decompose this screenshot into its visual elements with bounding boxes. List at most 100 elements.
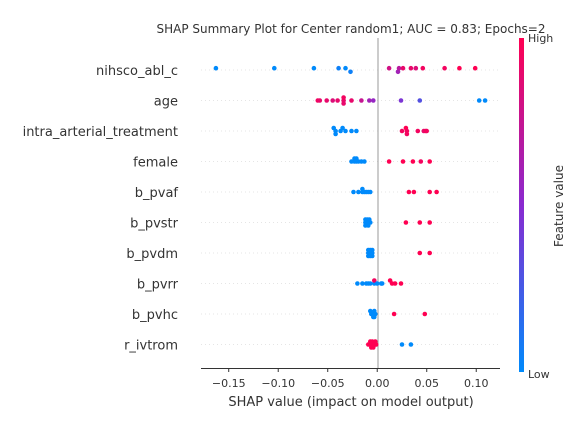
x-tick-label: 0.00: [365, 377, 390, 390]
shap-point: [330, 98, 336, 103]
shap-point: [400, 159, 406, 164]
shap-point: [398, 281, 404, 286]
chart-title: SHAP Summary Plot for Center random1; AU…: [156, 22, 545, 36]
shap-point: [341, 101, 346, 106]
x-tick-label: −0.05: [311, 377, 345, 390]
shap-point: [403, 220, 409, 225]
shap-point: [472, 65, 478, 71]
shap-point: [272, 65, 277, 71]
feature-label: r_ivtrom: [124, 339, 178, 354]
shap-point: [362, 159, 367, 164]
shap-point: [354, 128, 359, 134]
shap-point: [386, 65, 392, 71]
shap-point: [351, 189, 356, 195]
points-layer: [213, 65, 488, 350]
shap-point: [417, 220, 423, 225]
shap-point: [371, 98, 376, 103]
shap-point: [410, 159, 416, 164]
shap-point: [391, 311, 397, 317]
feature-label: nihsco_abl_c: [96, 64, 178, 79]
shap-point: [424, 128, 430, 134]
shap-point: [411, 189, 417, 195]
shap-point: [359, 98, 364, 103]
feature-label: b_pvhc: [132, 308, 178, 323]
shap-point: [317, 98, 323, 103]
shap-point: [373, 311, 378, 317]
shap-point: [372, 278, 377, 283]
shap-point: [457, 65, 462, 71]
shap-point: [370, 253, 375, 259]
shap-point: [482, 98, 488, 103]
shap-point: [360, 281, 365, 286]
shap-point: [427, 250, 433, 256]
shap-point: [374, 281, 380, 286]
shap-point: [335, 98, 340, 103]
shap-point: [324, 98, 330, 103]
shap-point: [427, 220, 433, 225]
colorbar-low-label: Low: [528, 368, 550, 381]
shap-point: [406, 189, 412, 195]
shap-point: [368, 220, 373, 225]
row-gridlines: [201, 69, 500, 345]
shap-point: [434, 189, 439, 195]
shap-point: [355, 281, 360, 286]
feature-label: female: [133, 156, 178, 171]
colorbar-title: Feature value: [552, 165, 566, 247]
shap-point: [404, 131, 410, 137]
x-axis-ticks: −0.15 −0.10 −0.05 0.00 0.05 0.10: [212, 368, 489, 390]
shap-point: [395, 69, 401, 75]
shap-point: [343, 65, 348, 71]
shap-point: [413, 65, 419, 71]
shap-point: [340, 125, 345, 131]
shap-point: [400, 65, 406, 71]
shap-point: [422, 311, 428, 317]
feature-label: b_pvrr: [137, 278, 179, 293]
shap-point: [417, 250, 423, 256]
shap-point: [417, 98, 423, 103]
x-tick-label: 0.05: [414, 377, 439, 390]
shap-point: [373, 342, 379, 347]
x-axis-label: SHAP value (impact on model output): [228, 395, 473, 410]
shap-point: [379, 281, 385, 286]
shap-point: [386, 159, 392, 164]
shap-point: [333, 131, 338, 137]
shap-point: [341, 95, 346, 100]
shap-point: [415, 128, 421, 134]
shap-point: [213, 65, 219, 71]
shap-point: [427, 159, 433, 164]
shap-point: [348, 69, 353, 75]
feature-label: intra_arterial_treatment: [23, 125, 178, 140]
shap-point: [408, 342, 414, 347]
shap-point: [408, 65, 414, 71]
colorbar: [519, 38, 524, 372]
shap-point: [349, 128, 354, 134]
shap-point: [427, 189, 433, 195]
shap-point: [356, 189, 361, 195]
shap-point: [367, 98, 372, 103]
shap-point: [399, 342, 405, 347]
shap-point: [392, 281, 398, 286]
x-tick-label: 0.10: [464, 377, 489, 390]
shap-point: [349, 98, 354, 103]
shap-point: [476, 98, 482, 103]
shap-point: [399, 128, 405, 134]
shap-point: [343, 128, 348, 134]
feature-label: b_pvdm: [126, 247, 178, 262]
shap-point: [368, 189, 373, 195]
x-tick-label: −0.15: [212, 377, 246, 390]
shap-point: [420, 65, 426, 71]
shap-point: [368, 281, 373, 286]
shap-point: [336, 65, 341, 71]
feature-label: age: [154, 95, 178, 110]
shap-point: [442, 65, 447, 71]
feature-label: b_pvaf: [135, 186, 179, 201]
shap-point: [398, 98, 404, 103]
colorbar-high-label: High: [528, 32, 553, 45]
shap-point: [418, 159, 424, 164]
x-tick-label: −0.10: [261, 377, 295, 390]
shap-point: [311, 65, 317, 71]
feature-label: b_pvstr: [130, 217, 179, 232]
shap-point: [396, 65, 402, 71]
